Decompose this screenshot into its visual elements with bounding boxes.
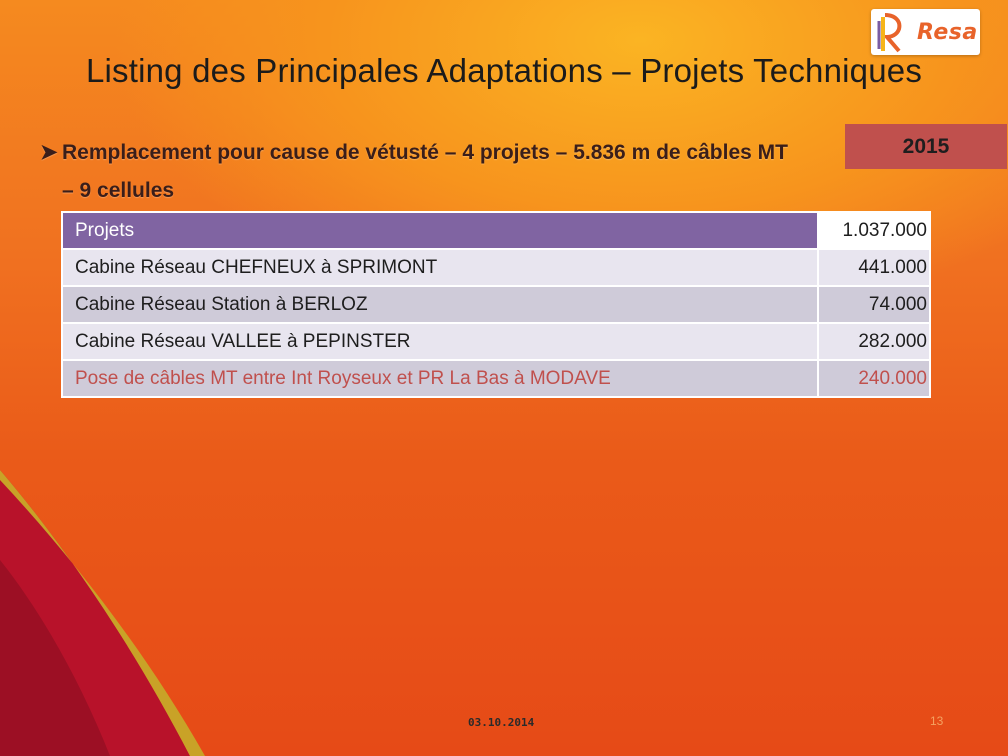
table-row: Cabine Réseau Station à BERLOZ 74.000 <box>61 285 931 324</box>
header-amount: 1.037.000 <box>817 211 931 250</box>
table-header-row: Projets 1.037.000 <box>61 211 931 250</box>
row-label: Cabine Réseau CHEFNEUX à SPRIMONT <box>61 248 819 287</box>
table-row: Cabine Réseau CHEFNEUX à SPRIMONT 441.00… <box>61 248 931 287</box>
resa-logo-mark-icon <box>877 13 902 53</box>
year-badge: 2015 <box>845 124 1007 169</box>
arrow-bullet-icon: ➤ <box>40 141 58 164</box>
bullet-item: ➤ Remplacement pour cause de vétusté – 4 … <box>40 134 800 210</box>
row-label: Pose de câbles MT entre Int Royseux et P… <box>61 359 819 398</box>
row-amount: 240.000 <box>817 359 931 398</box>
bullet-line-1: Remplacement pour cause de vétusté – 4 p… <box>62 141 788 164</box>
logo-text: Resa <box>917 19 978 45</box>
row-amount: 282.000 <box>817 322 931 361</box>
row-amount: 74.000 <box>817 285 931 324</box>
projects-table: Projets 1.037.000 Cabine Réseau CHEFNEUX… <box>61 211 931 398</box>
bullet-line-2: – 9 cellules <box>62 179 175 202</box>
row-label: Cabine Réseau Station à BERLOZ <box>61 285 819 324</box>
page-number: 13 <box>930 714 944 728</box>
row-label: Cabine Réseau VALLEE à PEPINSTER <box>61 322 819 361</box>
table-row: Cabine Réseau VALLEE à PEPINSTER 282.000 <box>61 322 931 361</box>
resa-logo: Resa <box>871 9 980 55</box>
table-row-highlighted: Pose de câbles MT entre Int Royseux et P… <box>61 359 931 398</box>
footer-date: 03.10.2014 <box>468 716 535 729</box>
header-label: Projets <box>61 211 819 250</box>
row-amount: 441.000 <box>817 248 931 287</box>
page-title: Listing des Principales Adaptations – Pr… <box>85 52 923 89</box>
